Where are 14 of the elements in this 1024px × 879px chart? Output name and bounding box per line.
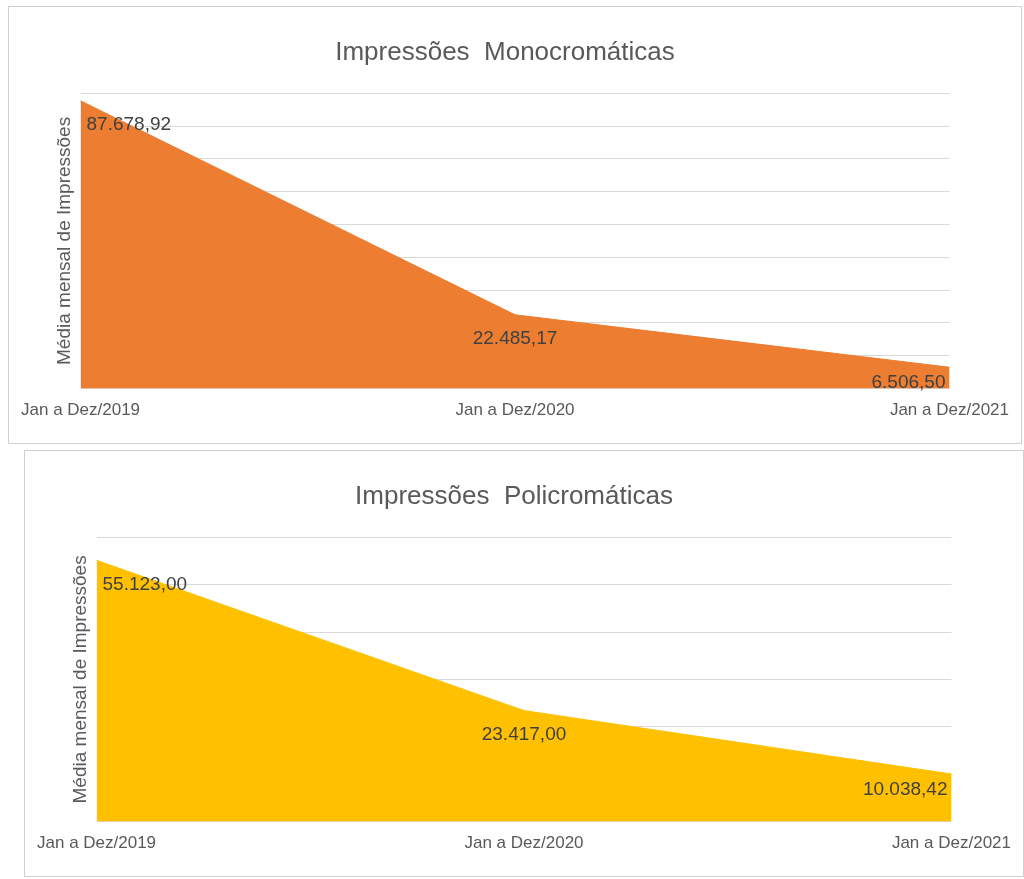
data-label: 6.506,50 <box>871 371 946 393</box>
x-tick-label: Jan a Dez/2021 <box>891 833 1012 853</box>
y-axis-title: Média mensal de Impressões <box>53 116 75 365</box>
x-tick-label: Jan a Dez/2020 <box>455 400 575 420</box>
data-label: 22.485,17 <box>472 327 558 349</box>
y-axis-title: Média mensal de Impressões <box>69 555 91 804</box>
x-tick-label: Jan a Dez/2021 <box>889 400 1010 420</box>
data-label: 23.417,00 <box>481 722 567 744</box>
chart-title: Impressões Policromáticas <box>355 479 673 510</box>
chart-title: Impressões Monocromáticas <box>335 35 675 66</box>
x-tick-label: Jan a Dez/2020 <box>464 833 584 853</box>
x-tick-label: Jan a Dez/2019 <box>20 400 141 420</box>
data-label: 10.038,42 <box>862 778 948 800</box>
x-tick-label: Jan a Dez/2019 <box>36 833 157 853</box>
